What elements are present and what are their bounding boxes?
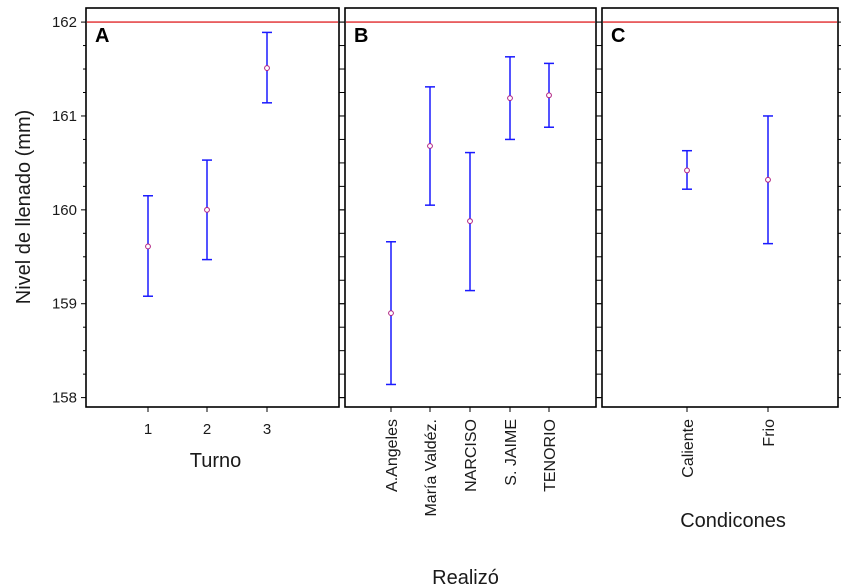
x-axis-label: Turno	[190, 450, 242, 472]
y-tick-label: 161	[52, 108, 77, 125]
mean-point	[427, 143, 433, 149]
mean-point	[264, 65, 270, 71]
mean-point	[388, 310, 394, 317]
x-tick-label: 2	[203, 421, 211, 438]
mean-point	[765, 176, 771, 183]
x-axis-label: Condicones	[680, 510, 786, 532]
x-axis-label: Realizó	[432, 567, 499, 587]
x-tick-label: NARCISO	[463, 419, 480, 492]
y-tick-label: 162	[52, 14, 77, 31]
x-tick-label: 1	[144, 421, 152, 438]
panel-letter: C	[611, 25, 625, 47]
y-tick-label: 159	[52, 296, 77, 313]
panel-frame	[85, 7, 340, 408]
mean-point	[546, 92, 552, 99]
mean-point	[507, 95, 513, 102]
mean-point	[684, 167, 690, 174]
mean-point	[467, 218, 473, 225]
x-tick-label: TENORIO	[542, 419, 559, 492]
y-tick-label: 160	[52, 202, 77, 219]
x-tick-label: Caliente	[680, 419, 697, 478]
x-tick-label: 3	[263, 421, 271, 438]
panel-letter: B	[354, 25, 368, 47]
x-tick-label: A.Angeles	[384, 419, 401, 492]
y-tick-label: 158	[52, 390, 77, 407]
x-tick-label: S. JAIME	[503, 419, 520, 486]
x-tick-label: Frio	[761, 419, 778, 447]
x-tick-label: María Valdéz.	[423, 419, 440, 517]
panel-letter: A	[95, 25, 109, 47]
panel-frame	[601, 7, 839, 408]
mean-point	[145, 243, 151, 250]
y-axis-label: Nivel de llenado (mm)	[13, 110, 35, 305]
mean-point	[204, 206, 210, 213]
